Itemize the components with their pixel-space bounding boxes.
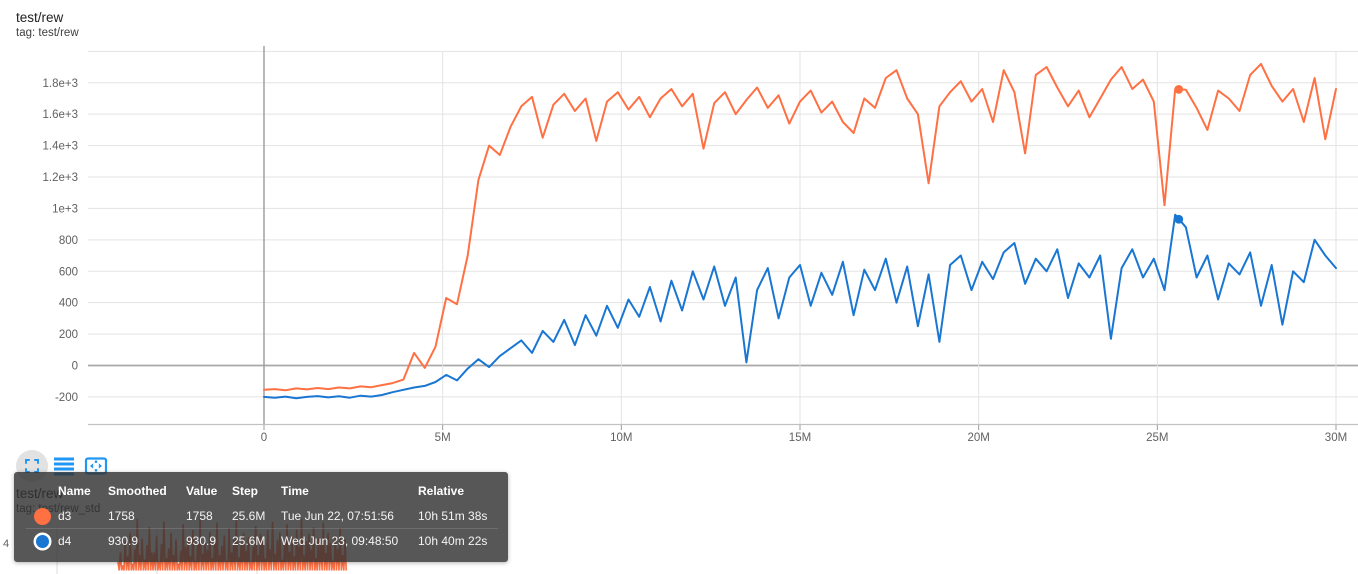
- tooltip-cell-row0-col5: 10h 51m 38s: [418, 509, 488, 523]
- tooltip-cell-row1-col4: Wed Jun 23, 09:48:50: [281, 528, 418, 553]
- svg-text:800: 800: [59, 235, 78, 247]
- svg-text:1.2e+3: 1.2e+3: [43, 172, 79, 184]
- svg-text:0: 0: [72, 361, 78, 373]
- svg-text:-200: -200: [55, 392, 78, 404]
- second-chart-y-tick: 4: [3, 538, 10, 550]
- tooltip-cell-row0-col1: 1758: [108, 509, 135, 523]
- hover-dot-d4: [1174, 214, 1184, 224]
- series-d3: [263, 62, 1337, 392]
- tooltip-cell-row1-col2: 930.9: [186, 528, 232, 553]
- svg-text:1e+3: 1e+3: [52, 203, 78, 215]
- tooltip-header-spacer: [26, 478, 58, 504]
- tooltip-cell-row0-col0: d3: [58, 509, 72, 523]
- tooltip-cell-row0-col3: 25.6M: [232, 509, 266, 523]
- svg-text:1.6e+3: 1.6e+3: [43, 109, 79, 121]
- tooltip-header-name: Name: [58, 484, 91, 498]
- run-color-swatch-d4: [26, 528, 58, 553]
- svg-text:5M: 5M: [435, 432, 451, 444]
- run-dot: [34, 507, 51, 525]
- svg-text:30M: 30M: [1325, 432, 1347, 444]
- svg-text:200: 200: [59, 329, 78, 341]
- svg-text:400: 400: [59, 298, 78, 310]
- svg-text:10M: 10M: [610, 432, 632, 444]
- cursor-dots: [1174, 84, 1184, 224]
- tooltip-cell-row1-col1: 930.9: [108, 528, 186, 553]
- tooltip-header-step: Step: [232, 484, 259, 498]
- hover-tooltip: Name Smoothed Value Step Time Relative d3 1758 1…: [14, 472, 508, 562]
- tooltip-cell-row0-col4: Tue Jun 22, 07:51:56: [281, 509, 394, 523]
- series-d4: [263, 213, 1337, 400]
- chart-tag: tag: test/rew: [16, 27, 79, 39]
- tooltip-cell-row0-col2: 1758: [186, 509, 213, 523]
- tooltip-cell-row1-col0: d4: [58, 528, 108, 553]
- tooltip-table: Name Smoothed Value Step Time Relative d3 1758 1…: [26, 478, 498, 553]
- run-dot-ringed: [36, 534, 49, 548]
- gridlines: 1.8e+3 1.6e+3 1.4e+3 1.2e+3 1e+3 800 600 400 200…: [43, 46, 1358, 444]
- tooltip-header-relative: Relative: [418, 484, 465, 498]
- svg-text:1.8e+3: 1.8e+3: [43, 78, 79, 90]
- tooltip-cell-row1-col3: 25.6M: [232, 528, 281, 553]
- svg-text:1.4e+3: 1.4e+3: [43, 141, 79, 153]
- tooltip-header-time: Time: [281, 484, 309, 498]
- svg-text:20M: 20M: [967, 432, 989, 444]
- svg-text:600: 600: [59, 266, 78, 278]
- tooltip-header-value: Value: [186, 484, 218, 498]
- hover-dot-d3: [1174, 84, 1184, 94]
- scalar-line-chart[interactable]: 1.8e+3 1.6e+3 1.4e+3 1.2e+3 1e+3 800 600 400 200…: [0, 0, 1358, 450]
- chart-title: test/rew: [16, 10, 64, 25]
- svg-text:25M: 25M: [1146, 432, 1168, 444]
- tooltip-header-smoothed: Smoothed: [108, 484, 167, 498]
- tooltip-cell-row1-col5: 10h 40m 22s: [418, 528, 498, 553]
- svg-text:15M: 15M: [789, 432, 811, 444]
- svg-text:0: 0: [261, 432, 267, 444]
- run-color-swatch-d3: [26, 504, 58, 528]
